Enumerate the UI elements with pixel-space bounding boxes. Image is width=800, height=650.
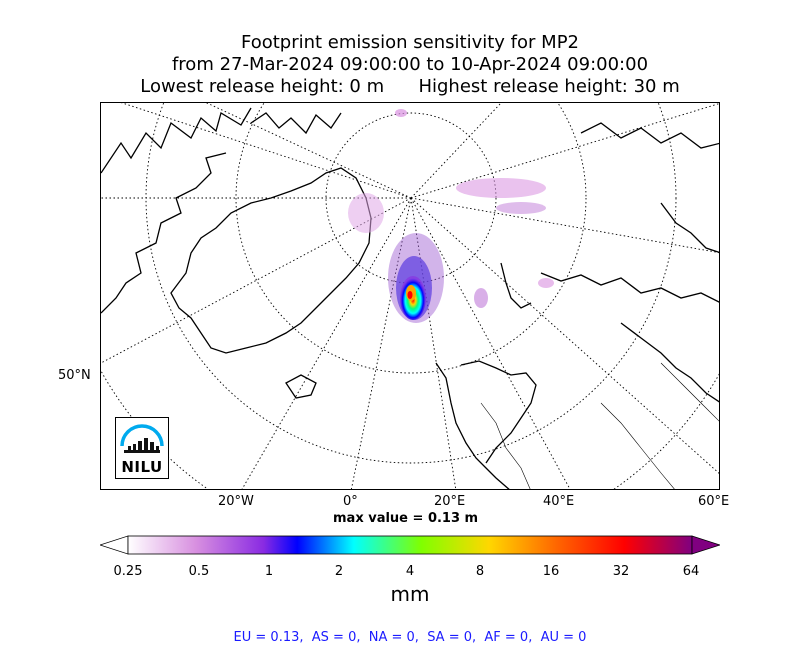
colorbar-unit: mm	[390, 582, 430, 606]
colorbar-tick-8: 64	[682, 564, 700, 579]
lon-label-0: 0°	[343, 494, 358, 509]
nilu-logo: NILU	[115, 417, 169, 479]
nilu-logo-icon	[120, 424, 164, 453]
lon-label-20w: 20°W	[218, 494, 254, 509]
colorbar-tick-7: 32	[612, 564, 630, 579]
colorbar-tick-5: 8	[475, 564, 485, 579]
region-totals: EU = 0.13, AS = 0, NA = 0, SA = 0, AF = …	[233, 630, 587, 645]
max-value-label: max value = 0.13 m	[333, 511, 479, 526]
colorbar	[98, 535, 722, 559]
colorbar-tick-3: 2	[334, 564, 344, 579]
colorbar-tick-4: 4	[405, 564, 415, 579]
colorbar-tick-0: 0.25	[113, 564, 143, 579]
nilu-logo-text: NILU	[121, 458, 163, 476]
lon-label-40e: 40°E	[543, 494, 575, 509]
map-panel	[100, 102, 720, 490]
borders	[480, 362, 719, 489]
title-line-2: from 27-Mar-2024 09:00:00 to 10-Apr-2024…	[171, 54, 649, 75]
colorbar-tick-2: 1	[264, 564, 274, 579]
map-svg	[101, 103, 719, 489]
lon-label-20e: 20°E	[434, 494, 466, 509]
title-line-1: Footprint emission sensitivity for MP2	[240, 32, 579, 53]
footprint-plume	[348, 109, 554, 323]
lon-label-60e: 60°E	[698, 494, 730, 509]
title-line-3: Lowest release height: 0 m Highest relea…	[140, 76, 680, 97]
colorbar-tick-1: 0.5	[188, 564, 210, 579]
lat-label-50n: 50°N	[58, 368, 91, 383]
colorbar-svg	[98, 535, 722, 555]
colorbar-tick-6: 16	[542, 564, 560, 579]
